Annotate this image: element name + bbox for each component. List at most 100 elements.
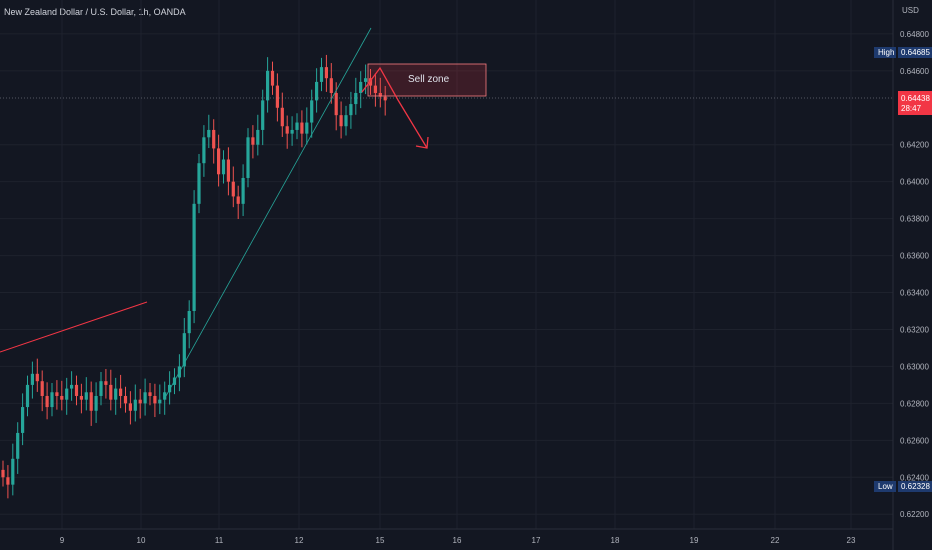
candle-body [221, 159, 226, 175]
candle-body [60, 395, 64, 400]
candle-body [65, 388, 69, 400]
candle-body [74, 384, 79, 396]
candle-body [148, 392, 152, 396]
candle-body [138, 399, 142, 404]
current-price-badge: 0.64438 28:47 [898, 91, 932, 115]
sell-zone-box[interactable] [367, 63, 487, 97]
candle-body [158, 399, 162, 404]
candle-body [285, 126, 289, 134]
time-tick-label: 23 [847, 536, 856, 545]
candle-body [378, 92, 382, 97]
candle-body [261, 100, 265, 130]
candle-body [334, 92, 338, 116]
candle-body [94, 395, 98, 411]
candle-body [212, 129, 216, 149]
candle-body [310, 100, 314, 123]
red-trendline[interactable] [0, 301, 148, 353]
green-trendline[interactable] [165, 27, 372, 397]
candle-body [30, 373, 34, 385]
candle-body [319, 67, 324, 82]
projection-arrow[interactable] [361, 66, 428, 149]
candle-body [280, 107, 284, 127]
time-tick-label: 12 [295, 536, 304, 545]
candle-body [300, 122, 304, 134]
candle-body [16, 432, 20, 459]
chart-title: New Zealand Dollar / U.S. Dollar, 1h, OA… [4, 7, 186, 17]
candle-body [89, 392, 93, 411]
candle-body [163, 392, 167, 400]
high-value: 0.64685 [901, 48, 930, 57]
price-tick-label: 0.62200 [900, 510, 929, 519]
price-tick-label: 0.62400 [900, 473, 929, 482]
candle-body [354, 92, 358, 105]
price-tick-label: 0.62600 [900, 436, 929, 445]
candle-body [339, 115, 343, 127]
candle-body [153, 395, 157, 404]
sell-zone-label: Sell zone [408, 74, 450, 85]
candles [1, 54, 387, 499]
candle-body [226, 159, 230, 182]
time-tick-label: 18 [611, 536, 620, 545]
price-tick-label: 0.64000 [900, 178, 929, 187]
price-tick-label: 0.63400 [900, 289, 929, 298]
arrow-head [415, 136, 429, 149]
candle-body [231, 181, 235, 197]
candle-body [359, 81, 363, 93]
candle-body [290, 129, 294, 134]
candle-body [104, 381, 108, 385]
price-tick-label: 0.63600 [900, 252, 929, 261]
candle-body [251, 137, 255, 145]
candle-body [79, 395, 83, 400]
candle-body [383, 96, 387, 101]
candle-body [344, 115, 348, 127]
price-tick-label: 0.64600 [900, 67, 929, 76]
candle-body [35, 373, 39, 382]
candle-body [45, 395, 49, 408]
candle-body [123, 395, 128, 404]
price-tick-label: 0.64800 [900, 30, 929, 39]
candle-body [50, 392, 54, 408]
candle-body [295, 122, 299, 130]
candle-body [70, 384, 74, 389]
candle-body [84, 392, 88, 400]
high-badge: High 0.64685 [874, 47, 932, 58]
candle-body [207, 129, 211, 138]
candle-body [114, 388, 118, 400]
candle-body [197, 163, 201, 204]
time-tick-label: 15 [376, 536, 385, 545]
candle-body [109, 384, 113, 400]
candle-body [1, 469, 5, 478]
candle-body [270, 70, 275, 86]
current-price-value: 0.64438 [901, 94, 930, 103]
high-label: High [878, 48, 894, 57]
candle-body [364, 78, 368, 82]
candle-body [256, 129, 260, 145]
time-tick-label: 9 [60, 536, 65, 545]
candle-body [305, 122, 309, 134]
candle-body [349, 104, 353, 116]
time-axis[interactable]: 9 10 11 12 15 16 17 18 19 22 23 [60, 536, 856, 545]
price-axis[interactable]: 0.64800 0.64600 0.64200 0.64000 0.63800 0.636… [900, 30, 929, 519]
time-tick-label: 11 [215, 536, 224, 545]
price-tick-label: 0.63200 [900, 325, 929, 334]
grid-lines [0, 0, 893, 529]
candle-body [25, 384, 30, 408]
currency-label[interactable]: USD [902, 6, 919, 15]
candle-body [315, 81, 319, 101]
candle-body [202, 137, 206, 164]
candle-body [182, 333, 186, 367]
candle-body [99, 381, 103, 396]
candle-body [192, 203, 196, 311]
candle-body [329, 78, 333, 93]
candle-body [55, 392, 59, 396]
candle-body [236, 196, 240, 204]
countdown-timer: 28:47 [901, 104, 922, 113]
candle-body [246, 137, 250, 178]
candle-body [119, 388, 123, 396]
time-tick-label: 10 [137, 536, 146, 545]
candle-body [133, 399, 137, 411]
candle-body [187, 310, 191, 334]
price-tick-label: 0.64200 [900, 141, 929, 150]
